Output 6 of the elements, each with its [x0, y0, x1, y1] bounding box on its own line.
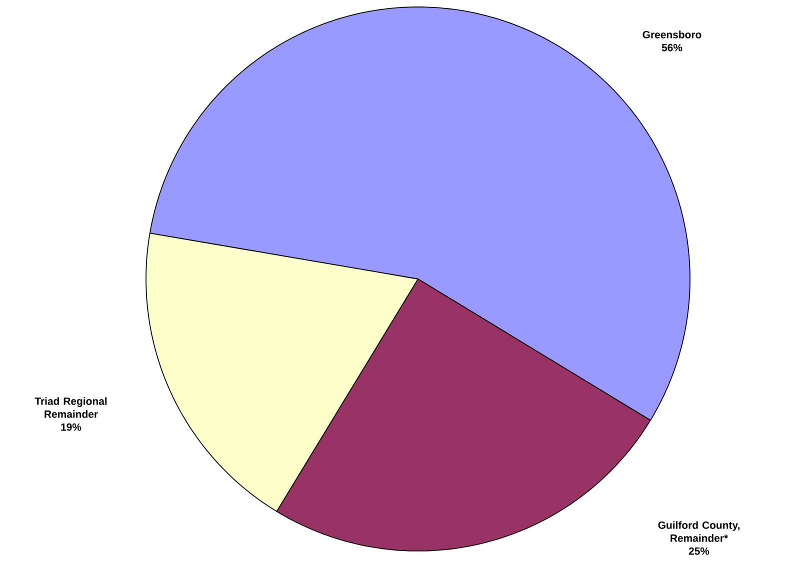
- slice-label: Triad Regional Remainder: [34, 397, 107, 418]
- data-label: 25%: [688, 547, 710, 555]
- data-label: 56%: [662, 44, 682, 52]
- slice-label: Guilford County, Remainder*: [658, 521, 740, 542]
- slice-label: Greensboro: [642, 30, 702, 38]
- data-label: 19%: [61, 423, 82, 431]
